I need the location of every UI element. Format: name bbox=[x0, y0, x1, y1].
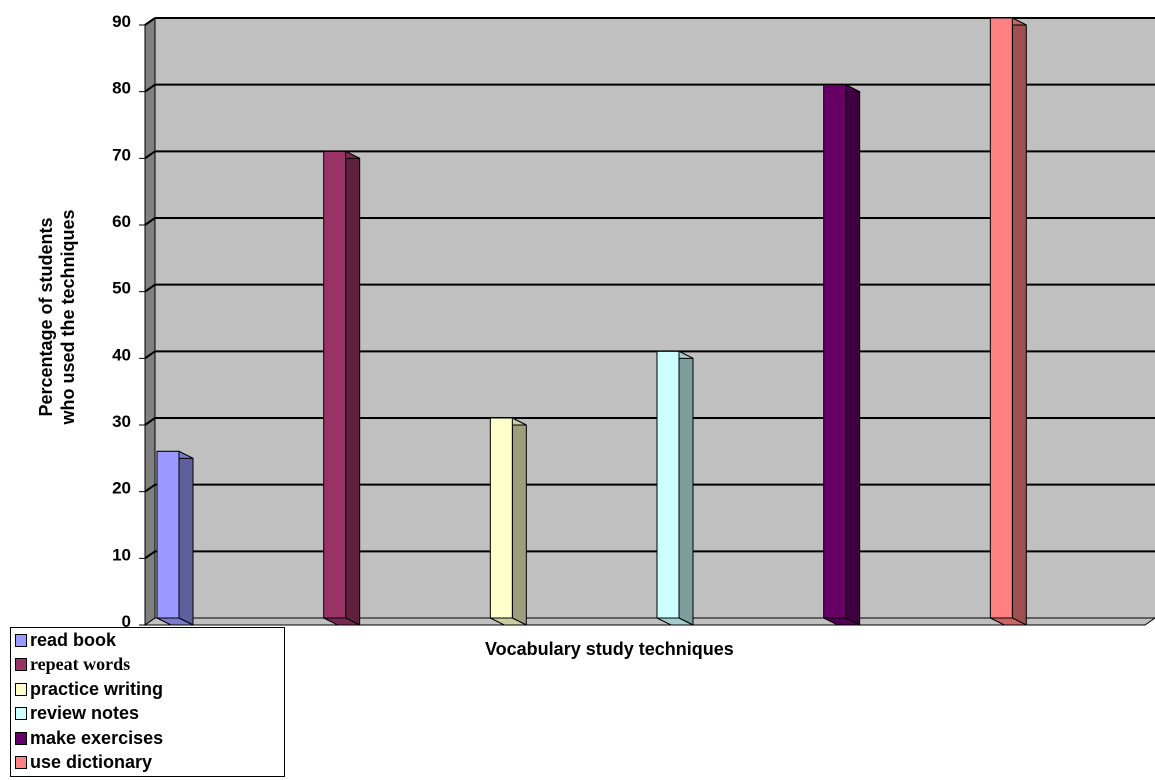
back-wall bbox=[155, 18, 1155, 618]
bar bbox=[989, 17, 1027, 626]
bar-front bbox=[323, 150, 347, 619]
bar-base bbox=[156, 617, 194, 626]
legend-item: practice writing bbox=[15, 677, 284, 702]
bar bbox=[323, 150, 361, 626]
y-tick-label: 70 bbox=[112, 145, 131, 164]
gridline-side bbox=[144, 83, 156, 93]
plot-walls bbox=[143, 17, 1155, 626]
y-tick-label: 10 bbox=[112, 545, 131, 564]
gridlines bbox=[139, 17, 1155, 626]
legend-label: use dictionary bbox=[30, 752, 153, 773]
bar-side bbox=[1011, 17, 1027, 626]
gridline-side bbox=[144, 550, 156, 560]
bar-base bbox=[323, 617, 360, 626]
bar-base bbox=[656, 617, 694, 626]
y-axis-title: Percentage of students who used the tech… bbox=[36, 209, 78, 425]
bar-side bbox=[845, 83, 861, 626]
bar bbox=[156, 450, 194, 626]
x-axis-title: Vocabulary study techniques bbox=[485, 639, 734, 659]
legend-swatch bbox=[15, 633, 27, 647]
legend-item: read book bbox=[15, 628, 284, 653]
floor bbox=[143, 617, 1155, 626]
bar-front bbox=[656, 350, 680, 619]
bar-base bbox=[490, 617, 527, 626]
legend-label: review notes bbox=[30, 703, 140, 724]
legend-label: repeat words bbox=[30, 654, 131, 675]
bar-side bbox=[178, 450, 194, 626]
bar-side bbox=[678, 350, 694, 626]
legend-item: use dictionary bbox=[15, 751, 284, 776]
y-axis-title-line-1: Percentage of students bbox=[36, 217, 56, 416]
legend-label: make exercises bbox=[30, 727, 164, 748]
bar-front bbox=[823, 84, 847, 619]
bars bbox=[156, 17, 1027, 626]
gridline-side bbox=[144, 350, 156, 360]
legend-label: practice writing bbox=[30, 678, 164, 699]
y-tick-label: 30 bbox=[112, 412, 131, 431]
y-tick-labels: 0 10 20 30 40 50 60 70 80 90 bbox=[112, 12, 131, 631]
gridline-side bbox=[144, 217, 156, 226]
gridline-side bbox=[144, 417, 156, 426]
y-tick-label: 50 bbox=[112, 279, 131, 298]
y-tick-label: 40 bbox=[112, 345, 131, 364]
legend-item: review notes bbox=[15, 702, 284, 727]
bar-side bbox=[345, 150, 361, 626]
gridline-side bbox=[144, 283, 156, 293]
y-tick-label: 20 bbox=[112, 479, 131, 498]
gridline-side bbox=[144, 483, 156, 493]
y-tick-label: 60 bbox=[112, 212, 131, 231]
bar-front bbox=[489, 417, 513, 619]
legend-swatch bbox=[15, 756, 27, 770]
bar bbox=[823, 83, 861, 626]
gridline-side bbox=[144, 150, 156, 160]
gridline-side bbox=[144, 17, 156, 26]
legend-swatch bbox=[15, 658, 27, 672]
y-tick-label: 90 bbox=[112, 12, 131, 31]
legend-item: make exercises bbox=[15, 726, 284, 751]
legend-swatch bbox=[15, 731, 27, 745]
bar-base bbox=[990, 617, 1027, 626]
y-tick-label: 0 bbox=[122, 612, 131, 631]
bar-base bbox=[823, 617, 860, 626]
bar bbox=[489, 417, 527, 626]
side-wall bbox=[144, 17, 156, 626]
legend-swatch bbox=[15, 707, 27, 721]
y-tick-label: 80 bbox=[112, 79, 131, 98]
bar-front bbox=[989, 17, 1013, 619]
legend-swatch bbox=[15, 682, 27, 696]
bar-front bbox=[156, 450, 180, 619]
legend-label: read book bbox=[30, 629, 117, 650]
bar-side bbox=[511, 417, 527, 626]
bar bbox=[656, 350, 694, 626]
legend: read book repeat words practice writing rev… bbox=[10, 627, 285, 777]
legend-item: repeat words bbox=[15, 653, 284, 678]
y-axis-title-line-2: who used the techniques bbox=[58, 209, 78, 425]
